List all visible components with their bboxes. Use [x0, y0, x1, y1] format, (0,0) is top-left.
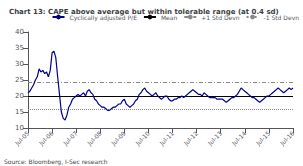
svg-text:10: 10 — [15, 124, 24, 132]
svg-text:35: 35 — [15, 44, 24, 52]
svg-text:Jul-10: Jul-10 — [133, 129, 152, 148]
svg-text:Jul-13: Jul-13 — [206, 129, 225, 148]
svg-text:Source: Bloomberg, I-Sec resea: Source: Bloomberg, I-Sec research — [4, 158, 108, 166]
svg-text:Jul-14: Jul-14 — [230, 129, 249, 148]
svg-text:Jul-16: Jul-16 — [278, 129, 297, 148]
svg-text:40: 40 — [15, 28, 24, 36]
svg-text:Jul-06: Jul-06 — [37, 129, 56, 148]
svg-text:Jul-11: Jul-11 — [157, 129, 176, 148]
svg-text:Jul-07: Jul-07 — [61, 129, 80, 148]
svg-text:25: 25 — [15, 76, 24, 84]
svg-text:20: 20 — [15, 92, 24, 100]
svg-text:Jul-05: Jul-05 — [13, 129, 32, 148]
svg-text:Jul-12: Jul-12 — [181, 129, 200, 148]
svg-text:Mean: Mean — [160, 13, 178, 21]
svg-text:Chart 13: CAPE above average b: Chart 13: CAPE above average but within … — [9, 8, 279, 16]
svg-text:Cyclically adjusted P/E: Cyclically adjusted P/E — [69, 13, 137, 21]
svg-text:Jul-15: Jul-15 — [254, 129, 273, 148]
svg-text:+1 Std Devn: +1 Std Devn — [201, 13, 240, 21]
svg-text:Jul-09: Jul-09 — [109, 129, 128, 148]
svg-text:Jul-08: Jul-08 — [85, 129, 104, 148]
svg-text:-1 Std Devn: -1 Std Devn — [263, 13, 299, 21]
svg-text:30: 30 — [15, 60, 24, 68]
svg-text:15: 15 — [15, 108, 24, 116]
